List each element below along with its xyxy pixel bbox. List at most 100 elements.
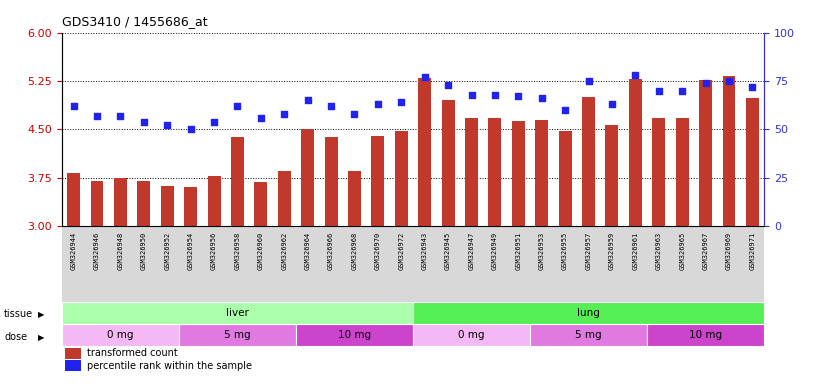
Point — [699, 80, 712, 86]
Bar — [231, 137, 244, 226]
Bar — [653, 118, 665, 226]
Text: GSM326967: GSM326967 — [703, 232, 709, 270]
Text: dose: dose — [4, 332, 27, 342]
Text: GDS3410 / 1455686_at: GDS3410 / 1455686_at — [62, 15, 207, 28]
Point — [629, 72, 642, 78]
Text: GSM326946: GSM326946 — [94, 232, 100, 270]
Point — [418, 74, 431, 80]
Bar — [179, 324, 296, 346]
Text: GSM326970: GSM326970 — [375, 232, 381, 270]
Text: GSM326959: GSM326959 — [609, 232, 615, 270]
Bar — [65, 348, 81, 359]
Bar — [296, 324, 413, 346]
Text: lung: lung — [577, 308, 600, 318]
Point — [535, 95, 548, 101]
Text: GSM326947: GSM326947 — [468, 232, 474, 270]
Text: GSM326949: GSM326949 — [492, 232, 498, 270]
Point — [465, 91, 478, 98]
Text: GSM326954: GSM326954 — [188, 232, 193, 270]
Text: liver: liver — [226, 308, 249, 318]
Bar — [65, 360, 81, 371]
Bar — [254, 182, 268, 226]
Point — [301, 97, 314, 103]
Point — [114, 113, 127, 119]
Bar — [488, 118, 501, 226]
Text: percentile rank within the sample: percentile rank within the sample — [87, 361, 252, 371]
Point — [511, 93, 525, 99]
Bar — [512, 121, 525, 226]
Point — [582, 78, 595, 84]
Text: GSM326964: GSM326964 — [305, 232, 311, 270]
Point — [207, 119, 221, 125]
Point — [488, 91, 501, 98]
Text: GSM326953: GSM326953 — [539, 232, 544, 270]
Text: 5 mg: 5 mg — [224, 330, 251, 340]
Text: GSM326958: GSM326958 — [235, 232, 240, 270]
Text: GSM326945: GSM326945 — [445, 232, 451, 270]
Text: GSM326948: GSM326948 — [117, 232, 123, 270]
Bar — [62, 324, 179, 346]
Bar — [582, 97, 595, 226]
Text: 10 mg: 10 mg — [338, 330, 371, 340]
Text: GSM326952: GSM326952 — [164, 232, 170, 270]
Point — [67, 103, 80, 109]
Bar — [91, 181, 103, 226]
Text: ▶: ▶ — [38, 310, 45, 319]
Text: GSM326951: GSM326951 — [515, 232, 521, 270]
Point — [558, 107, 572, 113]
Text: GSM326965: GSM326965 — [679, 232, 685, 270]
Text: GSM326962: GSM326962 — [282, 232, 287, 270]
Point — [746, 84, 759, 90]
Text: GSM326971: GSM326971 — [749, 232, 755, 270]
Bar — [442, 100, 454, 226]
Bar — [325, 137, 338, 226]
Point — [184, 126, 197, 132]
Bar — [161, 186, 173, 226]
Bar — [647, 324, 764, 346]
Bar — [535, 120, 548, 226]
Bar — [465, 118, 478, 226]
Bar — [348, 171, 361, 226]
Text: GSM326963: GSM326963 — [656, 232, 662, 270]
Text: GSM326955: GSM326955 — [563, 232, 568, 270]
Bar — [184, 187, 197, 226]
Point — [325, 103, 338, 109]
Bar — [699, 80, 712, 226]
Bar — [418, 78, 431, 226]
Text: GSM326944: GSM326944 — [71, 232, 77, 270]
Text: GSM326950: GSM326950 — [141, 232, 147, 270]
Point — [652, 88, 665, 94]
Point — [254, 115, 268, 121]
Text: GSM326972: GSM326972 — [398, 232, 404, 270]
Point — [348, 111, 361, 117]
Bar — [413, 324, 530, 346]
Text: GSM326957: GSM326957 — [586, 232, 591, 270]
Bar — [605, 125, 619, 226]
Bar — [746, 98, 759, 226]
Point — [676, 88, 689, 94]
Text: ▶: ▶ — [38, 333, 45, 342]
Point — [722, 78, 735, 84]
Text: GSM326968: GSM326968 — [352, 232, 358, 270]
Point — [90, 113, 104, 119]
Point — [278, 111, 291, 117]
Bar — [413, 302, 764, 324]
Bar — [67, 173, 80, 226]
Bar — [301, 129, 314, 226]
Point — [441, 82, 454, 88]
Bar — [278, 170, 291, 226]
Text: GSM326966: GSM326966 — [328, 232, 334, 270]
Text: 10 mg: 10 mg — [689, 330, 722, 340]
Point — [372, 101, 385, 107]
Bar — [207, 176, 221, 226]
Bar — [114, 178, 127, 226]
Text: GSM326956: GSM326956 — [211, 232, 217, 270]
Point — [137, 119, 150, 125]
Bar — [62, 302, 413, 324]
Bar — [372, 136, 384, 226]
Point — [160, 122, 173, 129]
Text: tissue: tissue — [4, 309, 33, 319]
Text: GSM326969: GSM326969 — [726, 232, 732, 270]
Point — [230, 103, 244, 109]
Bar — [395, 131, 408, 226]
